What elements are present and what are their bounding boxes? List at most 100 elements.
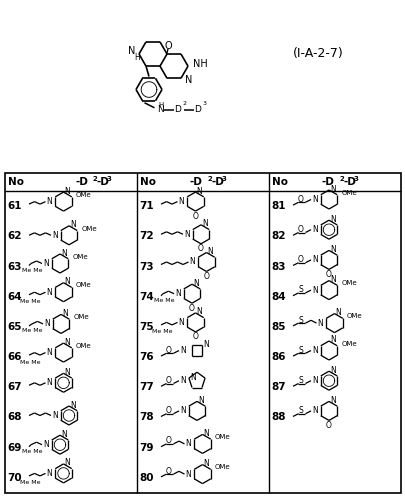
- Text: N: N: [64, 186, 70, 196]
- Text: N: N: [196, 308, 202, 316]
- Text: N: N: [43, 259, 49, 268]
- Text: N: N: [47, 378, 52, 388]
- Text: OMe: OMe: [73, 314, 89, 320]
- Text: -D: -D: [190, 177, 202, 187]
- Text: N: N: [203, 429, 209, 438]
- Text: N: N: [178, 197, 184, 206]
- Text: -D: -D: [75, 177, 88, 187]
- Text: N: N: [64, 458, 70, 468]
- Text: Me Me: Me Me: [151, 330, 172, 334]
- Text: 75: 75: [139, 322, 154, 332]
- Text: O: O: [325, 270, 331, 279]
- Text: N: N: [329, 336, 335, 344]
- Text: -D: -D: [321, 177, 334, 187]
- Text: 83: 83: [271, 262, 286, 272]
- Text: OMe: OMe: [214, 434, 230, 440]
- Text: 62: 62: [8, 232, 22, 241]
- Text: N: N: [329, 396, 335, 405]
- Text: N: N: [329, 184, 335, 194]
- Text: N: N: [47, 348, 52, 357]
- Text: OMe: OMe: [76, 282, 91, 288]
- Text: N: N: [178, 318, 184, 327]
- Text: Me Me: Me Me: [22, 328, 42, 334]
- Text: N: N: [202, 220, 207, 228]
- Text: N: N: [193, 278, 198, 287]
- Text: O: O: [297, 195, 303, 204]
- Text: S: S: [297, 406, 302, 415]
- Text: O: O: [165, 436, 171, 446]
- Text: N: N: [64, 368, 70, 377]
- Text: 78: 78: [139, 412, 154, 422]
- Text: Me Me: Me Me: [20, 299, 40, 304]
- Text: O: O: [297, 225, 303, 234]
- Text: N: N: [44, 320, 50, 328]
- Text: 86: 86: [271, 352, 286, 362]
- Text: D: D: [194, 106, 200, 114]
- Text: N: N: [52, 231, 58, 240]
- Text: No: No: [8, 177, 24, 187]
- Text: 2: 2: [92, 176, 97, 182]
- Text: 67: 67: [8, 382, 22, 392]
- Text: 73: 73: [139, 262, 154, 272]
- Text: N: N: [62, 309, 68, 318]
- Text: Me Me: Me Me: [22, 449, 42, 454]
- Text: NH: NH: [192, 59, 207, 69]
- Text: S: S: [297, 346, 302, 355]
- Text: Me Me: Me Me: [153, 298, 174, 303]
- Text: OMe: OMe: [341, 190, 356, 196]
- Text: 2: 2: [339, 176, 343, 182]
- Text: N: N: [329, 366, 335, 374]
- Text: N: N: [175, 289, 181, 298]
- Text: 84: 84: [271, 292, 286, 302]
- Text: 85: 85: [271, 322, 286, 332]
- Text: N: N: [43, 440, 49, 449]
- Text: OMe: OMe: [341, 341, 356, 347]
- Text: OMe: OMe: [76, 192, 91, 198]
- Text: H: H: [158, 102, 164, 108]
- Text: N: N: [311, 376, 317, 385]
- Text: N: N: [190, 372, 195, 382]
- Text: N: N: [196, 186, 202, 196]
- Text: O: O: [192, 212, 198, 220]
- Text: N: N: [185, 75, 192, 85]
- Text: O: O: [189, 304, 194, 312]
- Text: 88: 88: [271, 412, 286, 422]
- Text: N: N: [335, 308, 341, 317]
- Bar: [5, 173, 400, 493]
- Text: 74: 74: [139, 292, 154, 302]
- Text: N: N: [157, 106, 164, 114]
- Text: -D: -D: [211, 177, 224, 187]
- Text: N: N: [47, 197, 52, 206]
- Text: N: N: [198, 396, 203, 405]
- Text: No: No: [271, 177, 287, 187]
- Text: O: O: [165, 406, 171, 415]
- Text: 3: 3: [202, 101, 206, 106]
- Text: 71: 71: [139, 201, 154, 211]
- Text: N: N: [61, 430, 67, 438]
- Text: 72: 72: [139, 232, 154, 241]
- Text: 68: 68: [8, 412, 22, 422]
- Text: 66: 66: [8, 352, 22, 362]
- Text: 70: 70: [8, 473, 22, 483]
- Text: O: O: [165, 346, 171, 355]
- Text: O: O: [165, 376, 171, 385]
- Text: 61: 61: [8, 201, 22, 211]
- Text: 82: 82: [271, 232, 286, 241]
- Text: O: O: [198, 244, 203, 254]
- Text: N: N: [329, 275, 335, 284]
- Text: O: O: [164, 41, 171, 51]
- Text: N: N: [61, 248, 67, 258]
- Text: N: N: [70, 220, 76, 230]
- Text: OMe: OMe: [72, 254, 88, 260]
- Text: 65: 65: [8, 322, 22, 332]
- Text: OMe: OMe: [341, 280, 356, 286]
- Text: 81: 81: [271, 201, 286, 211]
- Text: 2: 2: [182, 101, 186, 106]
- Text: Me Me: Me Me: [22, 268, 42, 273]
- Text: N: N: [317, 318, 322, 328]
- Text: 3: 3: [106, 176, 111, 182]
- Text: (I-A-2-7): (I-A-2-7): [292, 46, 343, 60]
- Text: S: S: [297, 376, 302, 385]
- Text: N: N: [47, 469, 52, 478]
- Text: N: N: [189, 258, 195, 266]
